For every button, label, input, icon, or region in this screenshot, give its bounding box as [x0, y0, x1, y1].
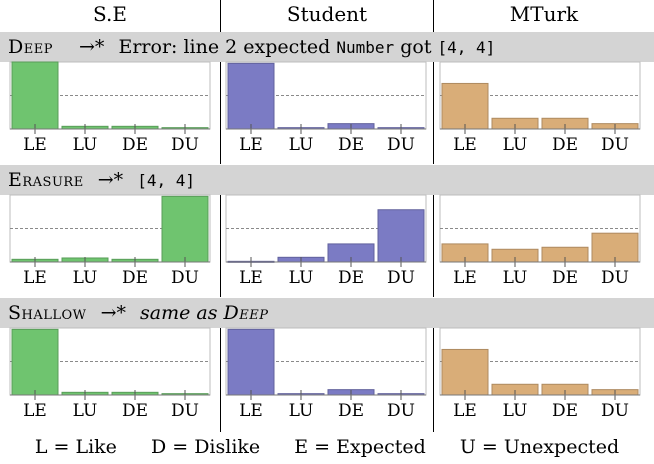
tick-label-du: DU — [601, 401, 629, 421]
tick-label-le: LE — [453, 135, 477, 155]
tick-label-du: DU — [171, 135, 199, 155]
legend: L = Like D = Dislike E = Expected U = Un… — [0, 434, 654, 460]
value-literal: [4, 4] — [437, 38, 496, 57]
column-divider — [433, 62, 434, 164]
tick-label-lu: LU — [289, 401, 314, 421]
tick-label-du: DU — [387, 268, 415, 288]
tick-label-de: DE — [552, 401, 578, 421]
bar-chart-shallow-student: LE LU DE DU — [225, 327, 427, 421]
bar-le — [11, 328, 59, 396]
tick-label-de: DE — [552, 268, 578, 288]
section-header-erasure: Erasure →* [4, 4] — [0, 165, 654, 195]
type-name: Number — [336, 38, 395, 57]
tick-label-du: DU — [387, 401, 415, 421]
tick-label-du: DU — [601, 268, 629, 288]
bar-chart-deep-mturk: LE LU DE DU — [439, 61, 641, 155]
column-divider — [220, 328, 221, 432]
same-as-text: same as — [140, 302, 224, 324]
bar-chart-shallow-mturk: LE LU DE DU — [439, 327, 641, 421]
bar-le — [441, 348, 489, 396]
section-header-shallow: Shallow →* same as Deep — [0, 298, 654, 328]
arrow-star: →* — [79, 36, 105, 58]
tick-label-lu: LU — [503, 135, 528, 155]
section-name: Deep — [8, 36, 53, 58]
bar-chart-erasure-student: LE LU DE DU — [225, 194, 427, 288]
column-divider — [433, 0, 434, 32]
column-divider — [220, 62, 221, 164]
tick-label-le: LE — [239, 401, 263, 421]
section-name: Erasure — [8, 169, 84, 191]
bar-le — [11, 61, 59, 130]
tick-label-du: DU — [601, 135, 629, 155]
tick-label-lu: LU — [73, 268, 98, 288]
tick-label-le: LE — [23, 135, 47, 155]
bar-chart-erasure-mturk: LE LU DE DU — [439, 194, 641, 288]
column-header-mturk: MTurk — [509, 2, 579, 26]
tick-label-du: DU — [387, 135, 415, 155]
bar-chart-deep-se: LE LU DE DU — [9, 61, 211, 155]
tick-label-de: DE — [122, 268, 148, 288]
bar-du — [161, 195, 209, 263]
tick-label-de: DE — [338, 401, 364, 421]
tick-label-lu: LU — [503, 401, 528, 421]
arrow-star: →* — [97, 169, 124, 191]
bar-chart-deep-student: LE LU DE DU — [225, 61, 427, 155]
value-literal: [4, 4] — [137, 171, 195, 190]
column-divider — [220, 0, 221, 32]
bar-le — [227, 62, 275, 130]
error-text-got: got — [394, 36, 438, 58]
tick-label-le: LE — [453, 268, 477, 288]
tick-label-le: LE — [239, 135, 263, 155]
bar-le — [441, 82, 489, 130]
tick-label-lu: LU — [289, 268, 314, 288]
legend-dislike: D = Dislike — [150, 436, 261, 458]
tick-label-de: DE — [552, 135, 578, 155]
bar-chart-erasure-se: LE LU DE DU — [9, 194, 211, 288]
tick-label-le: LE — [453, 401, 477, 421]
tick-label-lu: LU — [73, 401, 98, 421]
tick-label-lu: LU — [289, 135, 314, 155]
column-header-se: S.E — [93, 2, 127, 26]
column-divider — [220, 195, 221, 297]
tick-label-lu: LU — [73, 135, 98, 155]
legend-like: L = Like — [34, 436, 117, 458]
tick-label-de: DE — [338, 268, 364, 288]
tick-label-de: DE — [338, 135, 364, 155]
column-divider — [433, 328, 434, 432]
tick-label-le: LE — [23, 401, 47, 421]
column-divider — [433, 195, 434, 297]
tick-label-de: DE — [122, 401, 148, 421]
tick-label-le: LE — [23, 268, 47, 288]
bar-du — [377, 209, 425, 263]
tick-label-du: DU — [171, 401, 199, 421]
bar-le — [227, 328, 275, 396]
section-name: Shallow — [8, 302, 87, 324]
tick-label-le: LE — [239, 268, 263, 288]
legend-expected: E = Expected — [294, 436, 426, 458]
tick-label-lu: LU — [503, 268, 528, 288]
bar-chart-shallow-se: LE LU DE DU — [9, 327, 211, 421]
error-text: Error: line 2 expected — [118, 36, 337, 58]
tick-label-du: DU — [171, 268, 199, 288]
column-header-student: Student — [286, 2, 368, 26]
tick-label-de: DE — [122, 135, 148, 155]
section-header-deep: Deep →* Error: line 2 expected Number go… — [0, 32, 654, 62]
same-as-ref: Deep — [223, 302, 269, 324]
arrow-star: →* — [100, 302, 126, 324]
legend-unexpected: U = Unexpected — [459, 436, 620, 458]
